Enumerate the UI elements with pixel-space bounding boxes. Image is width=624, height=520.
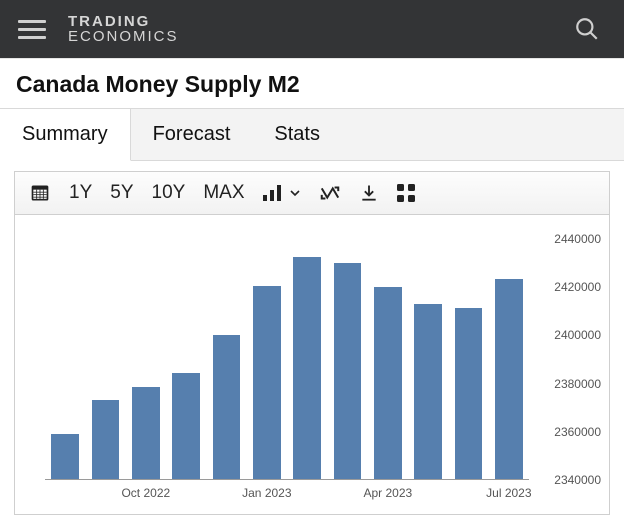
range-max[interactable]: MAX [203, 182, 244, 204]
chart-baseline [45, 479, 529, 480]
brand-logo[interactable]: TRADING ECONOMICS [68, 14, 179, 44]
compare-icon[interactable] [319, 184, 341, 202]
x-tick-label: Jan 2023 [242, 486, 291, 500]
chart-bar[interactable] [253, 286, 280, 480]
chart-bar[interactable] [92, 400, 119, 480]
y-tick-label: 2340000 [554, 473, 601, 487]
range-5y[interactable]: 5Y [110, 182, 133, 204]
grid-view-icon[interactable] [397, 184, 415, 202]
page-title-row: Canada Money Supply M2 [0, 58, 624, 109]
x-axis-labels: Oct 2022 Jan 2023 Apr 2023 Jul 2023 [45, 486, 529, 502]
x-tick-label: Apr 2023 [363, 486, 412, 500]
chart-bar[interactable] [51, 434, 78, 480]
chevron-down-icon [289, 187, 301, 199]
y-tick-label: 2420000 [554, 280, 601, 294]
y-tick-label: 2440000 [554, 232, 601, 246]
chart-area: 2340000 2360000 2380000 2400000 2420000 24400… [14, 215, 610, 515]
chart-bar[interactable] [455, 308, 482, 480]
top-bar: TRADING ECONOMICS [0, 0, 624, 58]
chart-type-dropdown[interactable] [263, 185, 301, 201]
brand-line1: TRADING [68, 14, 179, 29]
x-tick-label: Oct 2022 [121, 486, 170, 500]
chart-bar[interactable] [414, 304, 441, 480]
chart-bar[interactable] [374, 287, 401, 480]
range-1y[interactable]: 1Y [69, 182, 92, 204]
chart-plot [45, 239, 529, 480]
chart-bar[interactable] [293, 257, 320, 480]
y-tick-label: 2380000 [554, 377, 601, 391]
tab-forecast[interactable]: Forecast [131, 109, 253, 161]
range-10y[interactable]: 10Y [152, 182, 186, 204]
tabs: Summary Forecast Stats [0, 109, 624, 161]
menu-icon[interactable] [18, 20, 46, 39]
y-tick-label: 2360000 [554, 425, 601, 439]
download-icon[interactable] [359, 183, 379, 203]
chart-bar[interactable] [132, 387, 159, 480]
tab-summary[interactable]: Summary [0, 109, 131, 161]
chart-bar[interactable] [495, 279, 522, 480]
x-tick-label: Jul 2023 [486, 486, 531, 500]
page-title: Canada Money Supply M2 [16, 71, 608, 98]
tab-stats[interactable]: Stats [252, 109, 342, 161]
calendar-icon[interactable] [29, 183, 51, 203]
brand-line2: ECONOMICS [68, 29, 179, 44]
search-icon[interactable] [574, 16, 600, 47]
chart-bar[interactable] [213, 335, 240, 480]
y-tick-label: 2400000 [554, 328, 601, 342]
chart-toolbar: 1Y 5Y 10Y MAX [14, 171, 610, 215]
chart-container: 1Y 5Y 10Y MAX 2340000 2360000 2380000 24000… [0, 161, 624, 515]
chart-bar[interactable] [172, 373, 199, 480]
chart-bar[interactable] [334, 263, 361, 480]
